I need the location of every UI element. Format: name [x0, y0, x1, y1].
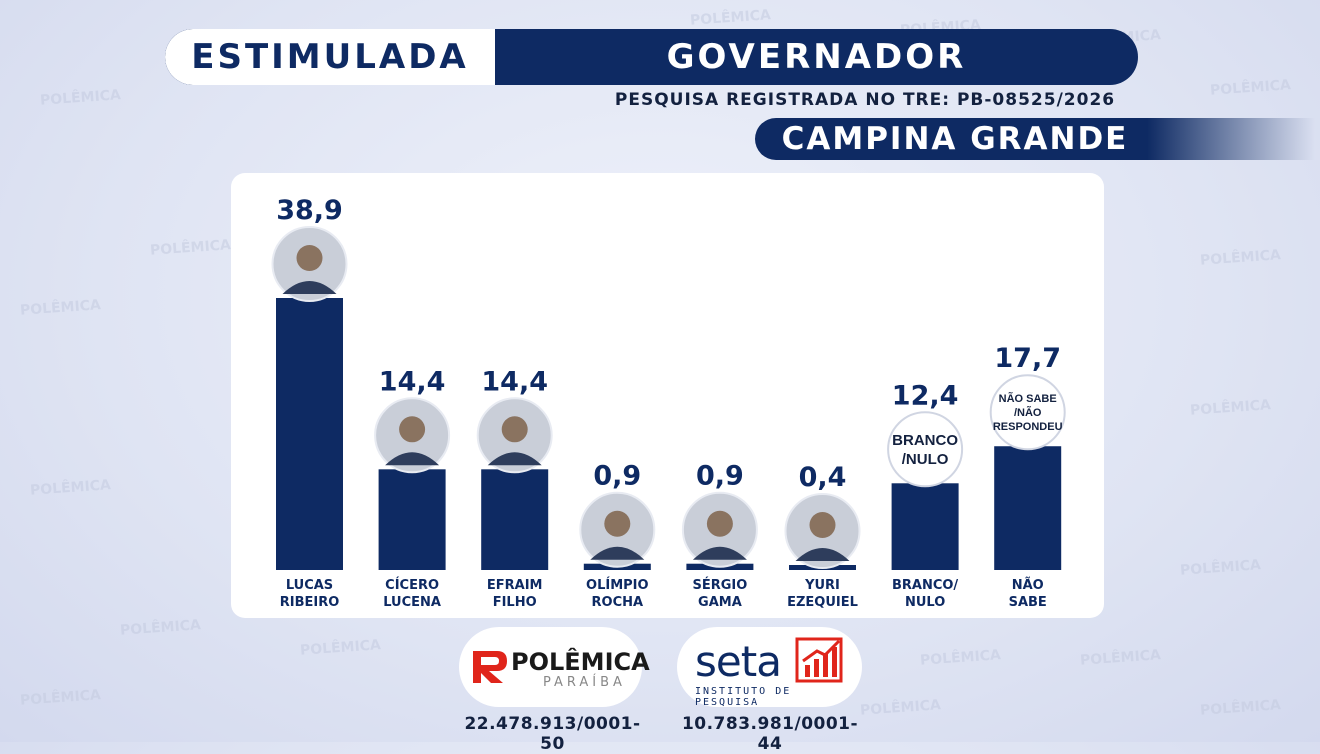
category-label: NULO: [905, 595, 945, 610]
value-label: 12,4: [892, 380, 959, 411]
watermark-text: POLÊMICA: [689, 7, 772, 29]
photo-body: [385, 452, 440, 466]
category-label: NÃO: [1012, 577, 1044, 593]
city-name: CAMPINA GRANDE: [781, 121, 1129, 157]
watermark-text: POLÊMICA: [1199, 247, 1282, 269]
photo-body: [282, 281, 337, 294]
category-label: SABE: [1009, 595, 1047, 610]
value-label: 17,7: [994, 343, 1061, 374]
watermark-text: POLÊMICA: [19, 687, 102, 709]
photo-head: [399, 416, 426, 443]
seta-chart-icon: [795, 637, 843, 683]
cnpj-seta: 10.783.981/0001-44: [681, 714, 859, 754]
polemica-mark-icon: [473, 651, 507, 683]
category-label: LUCENA: [383, 595, 441, 610]
watermark-text: POLÊMICA: [1209, 77, 1292, 99]
bar-6: [891, 483, 959, 570]
badge-text: /NULO: [902, 451, 949, 468]
photo-body: [487, 452, 542, 466]
watermark-text: POLÊMICA: [919, 647, 1002, 669]
category-label: BRANCO/: [892, 578, 958, 593]
bar-chart: 38,9 LUCAS RIBEIRO 14,4 CÍCERO LUCENA 14,4 EFRA…: [271, 195, 1066, 610]
badge-circle: [989, 374, 1066, 451]
bar-1: [378, 469, 446, 570]
category-label: EFRAIM: [487, 578, 543, 593]
watermark-text: POLÊMICA: [1199, 697, 1282, 719]
category-label: FILHO: [493, 595, 537, 610]
seta-subtitle: INSTITUTO DE PESQUISA: [695, 686, 792, 708]
badge-text: /NÃO: [1014, 406, 1042, 419]
watermark-text: POLÊMICA: [39, 87, 122, 109]
chart-card: 38,9 LUCAS RIBEIRO 14,4 CÍCERO LUCENA 14,4 EFRA…: [231, 173, 1104, 618]
watermark-text: POLÊMICA: [119, 617, 202, 639]
photo-head: [809, 512, 836, 538]
category-label: LUCAS: [286, 578, 333, 593]
category-label: YURI: [804, 578, 840, 593]
value-label: 38,9: [276, 195, 343, 226]
header-tag: ESTIMULADA: [191, 37, 469, 77]
city-banner: CAMPINA GRANDE: [755, 118, 1315, 160]
header-title-box: GOVERNADOR: [495, 29, 1138, 85]
registration-text: PESQUISA REGISTRADA NO TRE: PB-08525/202…: [614, 90, 1116, 110]
badge-text: BRANCO: [892, 432, 958, 449]
value-label: 14,4: [481, 366, 548, 397]
category-label: EZEQUIEL: [787, 595, 858, 610]
value-label: 0,4: [799, 462, 847, 493]
watermark-text: POLÊMICA: [19, 297, 102, 319]
polemica-wordmark: POLÊMICA: [511, 648, 650, 676]
category-label: RIBEIRO: [280, 595, 340, 610]
cnpj-polemica: 22.478.913/0001-50: [464, 714, 641, 754]
value-label: 14,4: [379, 366, 446, 397]
badge-text: NÃO SABE: [999, 392, 1057, 405]
bar-2: [481, 469, 549, 570]
watermark-text: POLÊMICA: [1189, 397, 1272, 419]
seta-wordmark: seta: [695, 637, 782, 686]
badge-text: RESPONDEU: [993, 421, 1063, 433]
header-tag-box: ESTIMULADA: [165, 29, 495, 85]
photo-head: [501, 416, 528, 443]
value-label: 0,9: [593, 461, 641, 492]
category-label: OLÍMPIO: [586, 577, 649, 593]
watermark-text: POLÊMICA: [299, 637, 382, 659]
watermark-text: POLÊMICA: [859, 697, 942, 719]
category-label: GAMA: [698, 595, 742, 610]
badge-circle: [887, 411, 964, 488]
photo-body: [692, 546, 747, 560]
watermark-text: POLÊMICA: [1079, 647, 1162, 669]
header-title: GOVERNADOR: [666, 37, 967, 77]
polemica-subtitle: PARAÍBA: [543, 675, 626, 690]
photo-body: [590, 546, 645, 560]
bar-7: [994, 446, 1062, 570]
watermark-text: POLÊMICA: [149, 237, 232, 259]
polemica-logo: POLÊMICA PARAÍBA: [459, 627, 650, 707]
photo-body: [795, 548, 850, 561]
photo-head: [296, 245, 323, 271]
seta-logo: seta INSTITUTO DE PESQUISA: [677, 627, 862, 708]
category-label: SÉRGIO: [692, 577, 747, 593]
category-label: CÍCERO: [385, 577, 439, 593]
photo-head: [706, 510, 733, 537]
photo-head: [604, 510, 631, 537]
watermark-text: POLÊMICA: [29, 477, 112, 499]
header-banner: ESTIMULADA GOVERNADOR: [165, 29, 1138, 85]
category-label: ROCHA: [592, 595, 644, 610]
value-label: 0,9: [696, 461, 744, 492]
watermark-text: POLÊMICA: [1179, 557, 1262, 579]
bar-0: [276, 298, 343, 570]
